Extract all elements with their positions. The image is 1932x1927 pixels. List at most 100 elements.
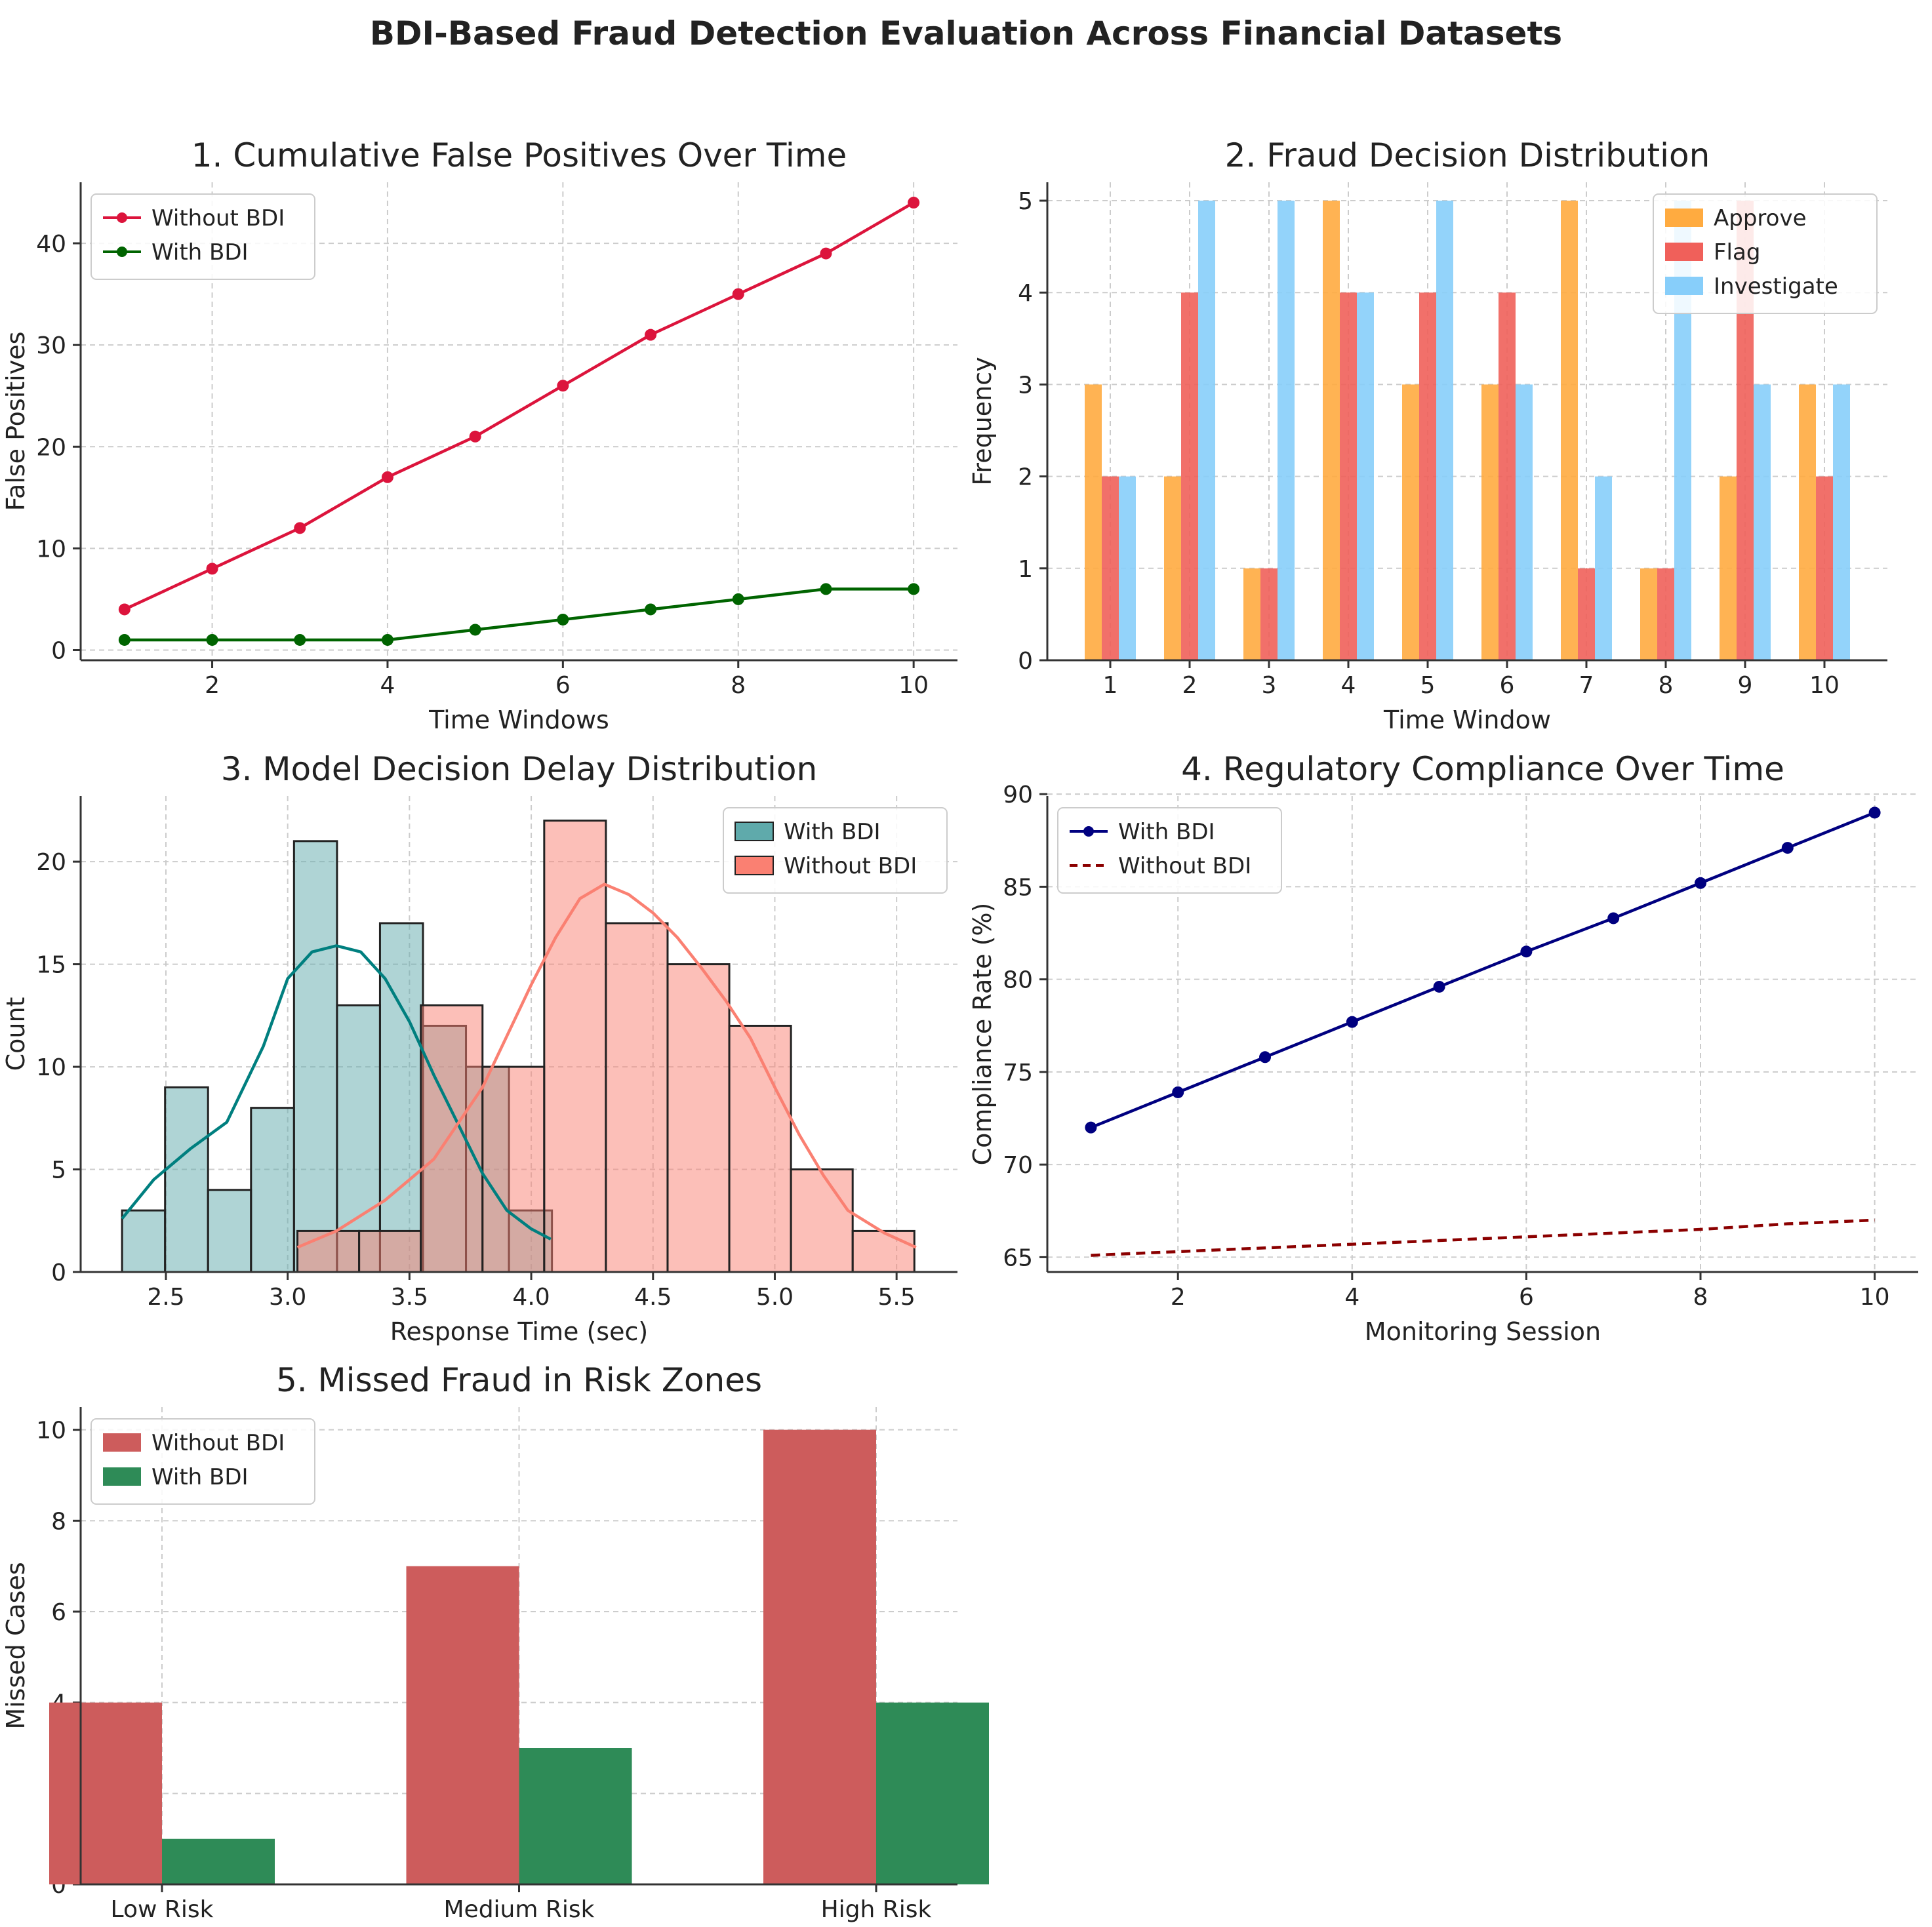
c2-legend-box (1653, 193, 1878, 314)
c4-ytick-label: 70 (1003, 1152, 1033, 1179)
c2-bar-approve (1720, 476, 1737, 660)
c5-xtick-label: Medium Risk (443, 1896, 594, 1923)
c4-legend-label: Without BDI (1118, 853, 1251, 879)
c4-point-with-bdi (1868, 806, 1881, 819)
c2-bar-flag (1816, 476, 1833, 660)
c1-point-without-bdi (732, 288, 744, 300)
c2-bar-approve (1164, 476, 1181, 660)
c1-xlabel: Time Windows (428, 705, 609, 734)
c3-bin-with-bdi (378, 922, 424, 1273)
c5-xtick-label: High Risk (821, 1896, 932, 1923)
c2-bar-flag (1340, 292, 1357, 660)
c3-legend: With BDI Without BDI (723, 807, 948, 894)
c1-xtick-label: 4 (380, 672, 395, 699)
c2-legend-swatch (1665, 277, 1703, 295)
c3-bin-without-bdi (543, 820, 607, 1273)
c1-point-with-bdi (732, 593, 744, 605)
c3-ytick-label: 10 (36, 1054, 66, 1081)
c2-bar-flag (1260, 568, 1278, 660)
c2-legend-label: Flag (1714, 239, 1760, 266)
c4-line-with-bdi (1090, 811, 1876, 1129)
c2-bar-approve (1243, 568, 1260, 660)
c2-xtick-label: 3 (1262, 672, 1277, 699)
c3-legend-swatch (735, 822, 774, 841)
c2-bar-approve (1481, 384, 1499, 660)
c1-legend-label: With BDI (151, 239, 249, 266)
c5-ytick-label: 6 (51, 1599, 66, 1626)
c1-ytick-label: 20 (36, 434, 66, 461)
c1-point-without-bdi (118, 603, 131, 616)
c2-bar-flag (1102, 476, 1119, 660)
c1-point-with-bdi (294, 633, 306, 646)
c1-point-without-bdi (557, 380, 569, 392)
c2-bar-flag (1499, 292, 1516, 660)
c5-bar-with-bdi (876, 1702, 989, 1884)
c3-xtick-label: 3.5 (391, 1284, 428, 1311)
c1-point-without-bdi (469, 430, 481, 443)
c2-bar-investigate (1357, 292, 1374, 660)
c4-xtick-label: 2 (1171, 1284, 1186, 1311)
c1-legend-marker (117, 212, 127, 223)
c3-xtick-label: 4.5 (634, 1284, 672, 1311)
c5-xtick-label: Low Risk (111, 1896, 214, 1923)
c2-bar-flag (1419, 292, 1436, 660)
c1-legend-label: Without BDI (151, 205, 285, 231)
c5-ytick-label: 10 (36, 1418, 66, 1444)
c3-legend-label: With BDI (784, 819, 881, 845)
c4-point-with-bdi (1346, 1016, 1358, 1028)
c3-bin-without-bdi (420, 1004, 484, 1273)
c2-bar-approve (1323, 201, 1340, 660)
c2-xtick-label: 6 (1500, 672, 1515, 699)
c2-xtick-label: 4 (1341, 672, 1356, 699)
c5-legend-swatch (103, 1467, 141, 1486)
c2-legend-swatch (1665, 243, 1703, 261)
c3-bin-without-bdi (358, 1229, 422, 1273)
figure-title: BDI-Based Fraud Detection Evaluation Acr… (369, 14, 1563, 52)
c3-bin-without-bdi (666, 963, 731, 1273)
c4-legend-label: With BDI (1118, 819, 1215, 845)
c4-ytick-label: 85 (1003, 874, 1033, 901)
c3-bin-with-bdi (164, 1086, 209, 1273)
c3-bin-without-bdi (851, 1229, 916, 1273)
c1-xtick-label: 10 (898, 672, 929, 699)
c4-xtick-label: 6 (1519, 1284, 1534, 1311)
c1-point-without-bdi (908, 197, 920, 209)
c4-xtick-label: 10 (1860, 1284, 1890, 1311)
c5-bar-without-bdi (406, 1566, 519, 1884)
c2-legend-label: Investigate (1714, 273, 1838, 300)
c1-chart: 0 10 20 30 40 2 4 6 8 10 1. Cumulative False Posit… (1, 136, 957, 734)
c1-point-without-bdi (820, 247, 832, 260)
c1-point-with-bdi (206, 633, 218, 646)
c1-xtick-label: 2 (205, 672, 220, 699)
c1-ytick-label: 0 (51, 637, 66, 664)
c3-ytick-label: 20 (36, 849, 66, 876)
c3-kde-with-bdi (121, 944, 552, 1241)
c2-xtick-label: 2 (1182, 672, 1197, 699)
c3-xtick-label: 5.5 (878, 1284, 916, 1311)
c3-bin-without-bdi (296, 1229, 361, 1273)
c2-bar-flag (1181, 292, 1198, 660)
c2-xtick-label: 9 (1738, 672, 1753, 699)
c2-bar-investigate (1595, 476, 1612, 660)
c1-legend-box (91, 193, 315, 280)
c5-ytick-label: 8 (51, 1508, 66, 1535)
c5-ylabel: Missed Cases (1, 1562, 30, 1729)
c1-point-with-bdi (820, 583, 832, 595)
c4-legend-box (1057, 807, 1282, 894)
c3-ytick-label: 5 (51, 1157, 66, 1184)
c3-xtick-label: 5.0 (756, 1284, 794, 1311)
c4-point-with-bdi (1520, 945, 1533, 958)
c4-ylabel: Compliance Rate (%) (968, 903, 997, 1166)
c2-xtick-label: 10 (1809, 672, 1840, 699)
c4-xtick-label: 4 (1344, 1284, 1359, 1311)
c3-ytick-label: 15 (36, 952, 66, 979)
c4-point-with-bdi (1607, 912, 1620, 924)
c1-line-without-bdi (123, 201, 915, 611)
c3-xtick-label: 3.0 (269, 1284, 306, 1311)
c3-bin-with-bdi (207, 1189, 252, 1273)
c1-point-with-bdi (908, 583, 920, 595)
c3-bin-without-bdi (481, 1065, 546, 1273)
c2-chart: 0 1 2 3 4 5 1 2 3 4 5 6 7 8 9 10 2. Fraud Decision Distr… (968, 136, 1887, 734)
